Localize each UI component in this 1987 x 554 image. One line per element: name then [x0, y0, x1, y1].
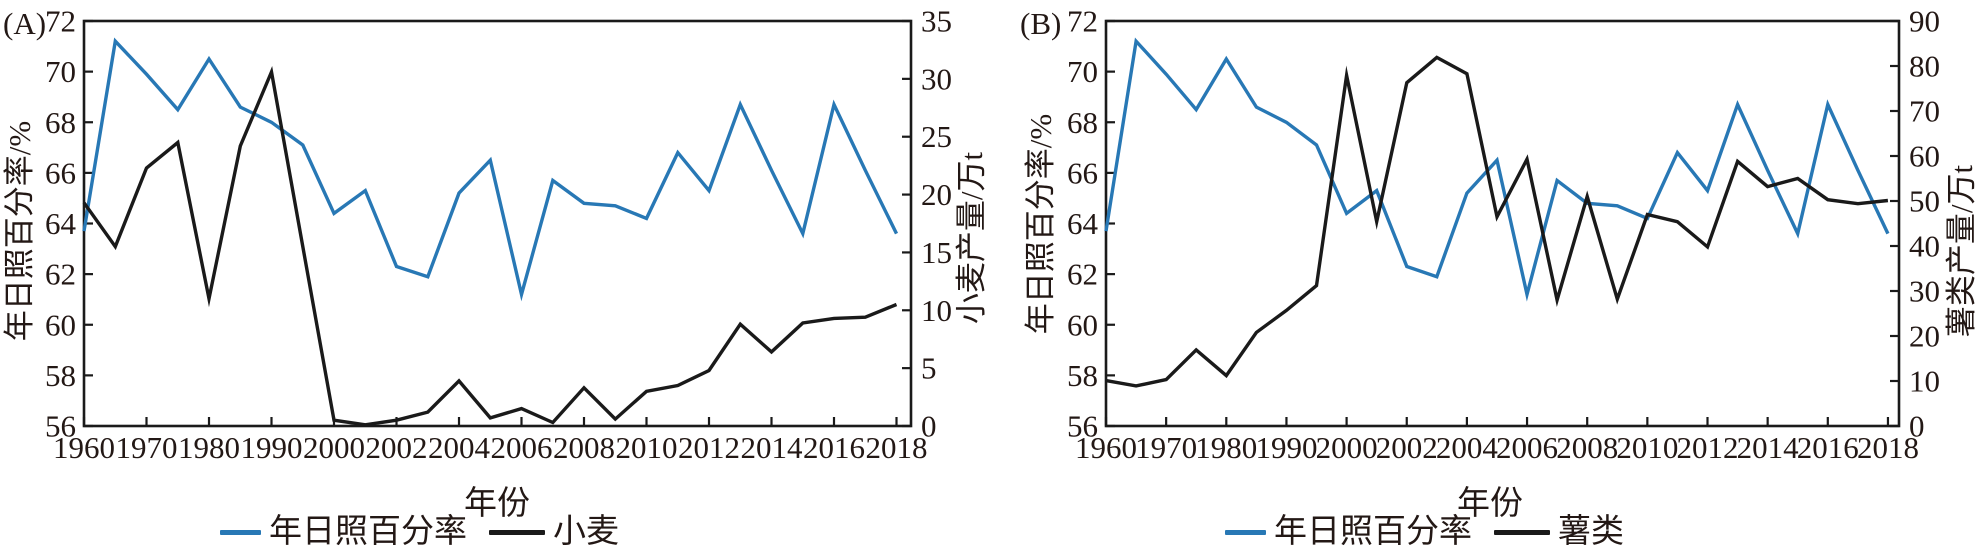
- svg-text:68: 68: [1067, 105, 1098, 140]
- svg-text:15: 15: [921, 235, 952, 270]
- svg-text:1980: 1980: [1195, 430, 1257, 465]
- legend-a-wheat-line-swatch: [489, 529, 545, 535]
- svg-text:30: 30: [921, 61, 952, 96]
- svg-text:1960: 1960: [1075, 430, 1137, 465]
- svg-text:58: 58: [1067, 358, 1098, 393]
- svg-text:66: 66: [45, 155, 76, 190]
- svg-text:2014: 2014: [741, 430, 804, 465]
- y-axis-title-right-a: 小麦产量/万t: [954, 151, 989, 325]
- svg-text:2012: 2012: [678, 430, 740, 465]
- svg-text:10: 10: [921, 293, 952, 328]
- svg-text:72: 72: [1067, 4, 1098, 39]
- legend-b-potato-label: 薯类: [1558, 514, 1624, 550]
- svg-text:30: 30: [1909, 274, 1940, 309]
- svg-text:68: 68: [45, 105, 76, 140]
- svg-text:2006: 2006: [491, 430, 553, 465]
- x-axis-title-b: 年份: [1457, 486, 1523, 522]
- svg-text:0: 0: [921, 409, 937, 444]
- svg-text:66: 66: [1067, 155, 1098, 190]
- svg-text:25: 25: [921, 119, 952, 154]
- y-axis-title-left-a: 年日照百分率/%: [2, 120, 37, 342]
- svg-text:20: 20: [1909, 319, 1940, 354]
- svg-text:1990: 1990: [1255, 430, 1317, 465]
- chart-a-plot-area: 72 70 68 66 64 62 60 58 56 35 30 25 20 15 10 5 0 1960 1970…: [45, 4, 952, 466]
- svg-text:62: 62: [1067, 257, 1098, 292]
- svg-text:2018: 2018: [866, 430, 928, 465]
- legend-b: 年日照百分率 薯类: [1225, 512, 1624, 552]
- svg-text:2016: 2016: [1797, 430, 1859, 465]
- svg-text:2004: 2004: [1436, 430, 1499, 465]
- panel-b-label: (B): [1020, 6, 1062, 41]
- svg-text:62: 62: [45, 257, 76, 292]
- svg-text:80: 80: [1909, 49, 1940, 84]
- panel-b: 72 70 68 66 64 62 60 58 56 90 80 70 60 50 40 30 20 10 0 196…: [993, 0, 1987, 554]
- svg-text:10: 10: [1909, 364, 1940, 399]
- svg-text:60: 60: [1909, 139, 1940, 174]
- legend-b-sunshine-line-swatch: [1225, 529, 1266, 535]
- y-axis-title-right-b: 薯类产量/万t: [1944, 164, 1979, 338]
- legend-b-potato-line-swatch: [1494, 529, 1550, 535]
- svg-text:2002: 2002: [1376, 430, 1438, 465]
- svg-text:20: 20: [921, 177, 952, 212]
- legend-a-sunshine-line-swatch: [220, 529, 261, 535]
- panel-a: 72 70 68 66 64 62 60 58 56 35 30 25 20 15 10 5 0 1960 1970…: [2, 4, 989, 552]
- svg-text:2006: 2006: [1496, 430, 1558, 465]
- svg-text:1960: 1960: [53, 430, 115, 465]
- svg-text:1970: 1970: [116, 430, 178, 465]
- legend-a-sunshine-label: 年日照百分率: [269, 514, 467, 550]
- svg-text:40: 40: [1909, 229, 1940, 264]
- svg-text:2000: 2000: [303, 430, 365, 465]
- svg-text:58: 58: [45, 358, 76, 393]
- svg-text:2000: 2000: [1316, 430, 1378, 465]
- svg-text:50: 50: [1909, 184, 1940, 219]
- svg-text:2010: 2010: [1616, 430, 1678, 465]
- svg-text:2012: 2012: [1677, 430, 1739, 465]
- svg-text:1980: 1980: [178, 430, 240, 465]
- svg-text:64: 64: [45, 206, 77, 241]
- svg-text:60: 60: [45, 307, 76, 342]
- svg-text:2008: 2008: [1556, 430, 1618, 465]
- svg-text:2014: 2014: [1737, 430, 1800, 465]
- svg-text:1970: 1970: [1135, 430, 1197, 465]
- svg-text:2004: 2004: [428, 430, 491, 465]
- svg-text:0: 0: [1909, 409, 1925, 444]
- legend-b-sunshine-label: 年日照百分率: [1274, 514, 1472, 550]
- y-axis-title-left-b: 年日照百分率/%: [1023, 113, 1058, 335]
- svg-text:2016: 2016: [803, 430, 865, 465]
- svg-text:64: 64: [1067, 206, 1099, 241]
- svg-text:2002: 2002: [366, 430, 428, 465]
- svg-text:2008: 2008: [553, 430, 615, 465]
- legend-a: 年日照百分率 小麦: [220, 512, 619, 552]
- svg-text:56: 56: [1067, 409, 1098, 444]
- svg-text:70: 70: [1909, 94, 1940, 129]
- svg-text:2010: 2010: [616, 430, 678, 465]
- panel-a-label: (A): [3, 6, 47, 41]
- svg-text:35: 35: [921, 4, 952, 39]
- x-axis-title-a: 年份: [464, 486, 530, 522]
- svg-text:5: 5: [921, 351, 937, 386]
- svg-text:90: 90: [1909, 4, 1940, 39]
- svg-text:56: 56: [45, 409, 76, 444]
- svg-text:70: 70: [45, 54, 76, 89]
- svg-text:70: 70: [1067, 54, 1098, 89]
- svg-text:1990: 1990: [241, 430, 303, 465]
- svg-text:72: 72: [45, 4, 76, 39]
- svg-text:2018: 2018: [1857, 430, 1919, 465]
- legend-a-wheat-label: 小麦: [553, 514, 619, 550]
- svg-text:60: 60: [1067, 307, 1098, 342]
- chart-b-plot-area: 7270686664626058569080706050403020100196…: [1067, 4, 1940, 466]
